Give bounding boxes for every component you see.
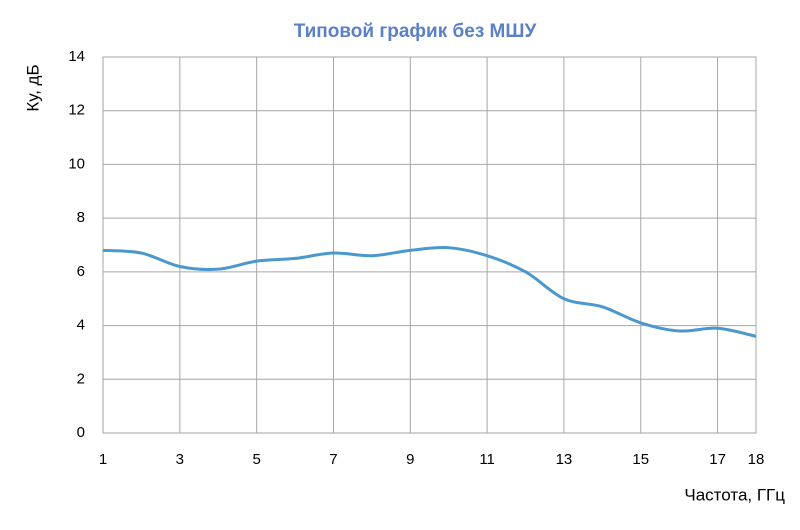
x-tick-label: 15 — [632, 451, 649, 468]
y-tick-label: 0 — [77, 424, 85, 441]
plot-border — [102, 56, 757, 434]
y-tick-label: 2 — [77, 370, 85, 387]
x-tick-label: 1 — [99, 451, 107, 468]
x-tick-label: 5 — [252, 451, 260, 468]
y-tick-label: 4 — [77, 317, 85, 334]
y-tick-label: 12 — [68, 102, 85, 119]
y-tick-label: 6 — [77, 263, 85, 280]
x-tick-label: 18 — [748, 451, 765, 468]
x-axis-label: Частота, ГГц — [684, 485, 785, 504]
chart-title: Типовой график без МШУ — [294, 21, 537, 42]
y-tick-label: 8 — [77, 209, 85, 226]
y-tick-label: 10 — [68, 155, 85, 172]
y-axis-label: Ку, дБ — [23, 64, 42, 111]
line — [102, 245, 757, 338]
x-tick-label: 3 — [176, 451, 184, 468]
x-tick-label: 13 — [556, 451, 573, 468]
x-tick-label: 17 — [709, 451, 726, 468]
x-tick-label: 7 — [329, 451, 337, 468]
y-tick-label: 14 — [68, 48, 85, 65]
x-tick-label: 9 — [406, 451, 414, 468]
x-tick-label: 11 — [479, 451, 495, 468]
